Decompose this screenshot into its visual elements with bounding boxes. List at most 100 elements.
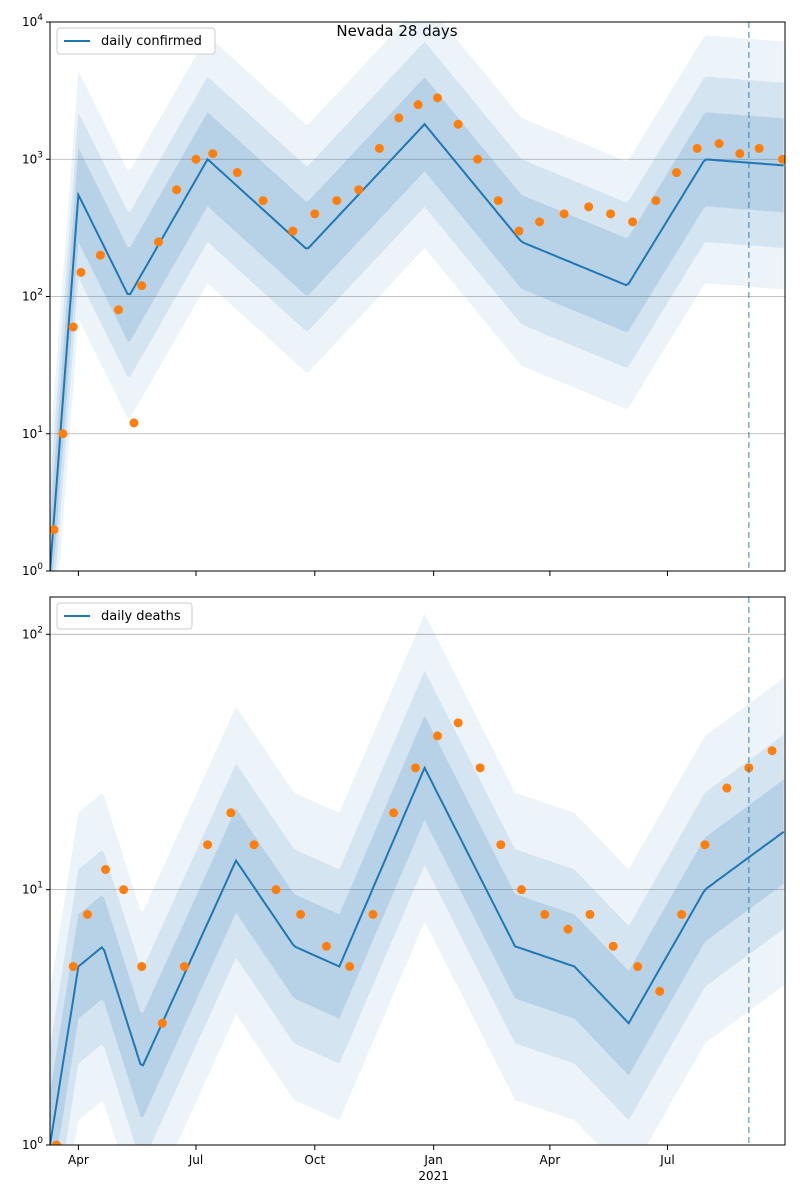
data-point bbox=[767, 746, 777, 756]
x-tick-label: Jan bbox=[423, 1153, 443, 1167]
figure-title: Nevada 28 days bbox=[336, 22, 457, 40]
data-point bbox=[453, 119, 463, 129]
data-point bbox=[411, 763, 421, 773]
data-point bbox=[413, 100, 423, 110]
data-point bbox=[101, 864, 111, 874]
data-point bbox=[191, 154, 201, 164]
data-point bbox=[606, 209, 616, 219]
uncertainty-band-2 bbox=[50, 670, 784, 1145]
axes-frame bbox=[49, 596, 786, 1146]
legend-label: daily deaths bbox=[101, 609, 181, 624]
plot-area bbox=[50, 22, 785, 571]
data-point bbox=[332, 196, 342, 206]
chart-panels: 100 101 102 103 104 daily confirmed 100 101 102 A… bbox=[22, 13, 786, 1183]
data-point bbox=[628, 217, 638, 227]
data-point bbox=[453, 718, 463, 728]
x-tick-label: Oct bbox=[304, 1153, 325, 1167]
data-point bbox=[172, 185, 182, 195]
uncertainty-band-1 bbox=[50, 22, 784, 571]
data-point bbox=[226, 808, 236, 818]
data-point bbox=[559, 209, 569, 219]
data-point bbox=[493, 196, 503, 206]
data-point bbox=[154, 237, 164, 247]
data-point bbox=[208, 149, 218, 159]
series-line bbox=[50, 122, 784, 571]
data-point bbox=[258, 196, 268, 206]
y-tick-label: 104 bbox=[22, 13, 43, 29]
data-point bbox=[129, 418, 139, 428]
data-point bbox=[651, 196, 661, 206]
series-line bbox=[50, 765, 785, 1145]
data-point bbox=[76, 267, 86, 277]
panel-1: 100 101 102 103 104 daily confirmed bbox=[22, 13, 786, 578]
legend-label: daily confirmed bbox=[101, 34, 202, 49]
plot-area bbox=[50, 597, 785, 1145]
y-tick-label: 101 bbox=[22, 425, 43, 441]
data-point bbox=[157, 1018, 167, 1028]
y-tick-label: 101 bbox=[22, 881, 43, 897]
data-point bbox=[700, 840, 710, 850]
data-point bbox=[722, 783, 732, 793]
data-point bbox=[433, 731, 443, 741]
data-point bbox=[296, 909, 306, 919]
data-point bbox=[516, 885, 526, 895]
legend-box bbox=[56, 602, 193, 630]
data-point bbox=[473, 154, 483, 164]
data-point bbox=[671, 168, 681, 178]
data-point bbox=[633, 962, 643, 972]
x-year-label: 2021 bbox=[418, 1169, 449, 1183]
data-point bbox=[232, 168, 242, 178]
data-point bbox=[535, 217, 545, 227]
data-point bbox=[394, 113, 404, 123]
data-point bbox=[179, 962, 189, 972]
data-point bbox=[714, 139, 724, 149]
data-point bbox=[249, 840, 259, 850]
data-point bbox=[50, 525, 59, 535]
y-tick-label: 103 bbox=[22, 150, 43, 166]
y-tick-label: 100 bbox=[22, 1136, 43, 1152]
data-point bbox=[68, 322, 78, 332]
data-point bbox=[82, 909, 92, 919]
data-point bbox=[514, 226, 524, 236]
legend: daily confirmed bbox=[56, 27, 216, 55]
uncertainty-band-3 bbox=[50, 77, 784, 571]
data-point bbox=[692, 143, 702, 153]
data-point bbox=[475, 763, 485, 773]
data-point bbox=[655, 986, 665, 996]
data-point bbox=[271, 885, 281, 895]
data-point bbox=[433, 93, 443, 103]
data-point bbox=[288, 226, 298, 236]
y-tick-label: 100 bbox=[22, 562, 43, 578]
data-point bbox=[368, 909, 378, 919]
uncertainty-band-1 bbox=[50, 614, 784, 1145]
data-point bbox=[321, 941, 331, 951]
data-point bbox=[51, 1140, 61, 1145]
data-point bbox=[754, 143, 764, 153]
data-point bbox=[496, 840, 506, 850]
data-point bbox=[203, 840, 213, 850]
x-tick-label: Apr bbox=[540, 1153, 561, 1167]
data-point bbox=[584, 202, 594, 212]
data-point bbox=[374, 143, 384, 153]
y-tick-label: 102 bbox=[22, 288, 43, 304]
data-point bbox=[119, 885, 129, 895]
data-point bbox=[310, 209, 320, 219]
x-tick-label: Apr bbox=[68, 1153, 89, 1167]
panel-2: 100 101 102 Apr Jul Oct Jan Apr Jul 2021 daily dea… bbox=[22, 596, 786, 1183]
legend-box bbox=[56, 27, 216, 55]
data-point bbox=[540, 909, 550, 919]
uncertainty-band-3 bbox=[50, 715, 784, 1145]
data-point bbox=[735, 149, 745, 159]
legend: daily deaths bbox=[56, 602, 193, 630]
x-tick-label: Jul bbox=[659, 1153, 674, 1167]
data-point bbox=[58, 429, 68, 439]
data-point bbox=[585, 909, 595, 919]
data-point bbox=[677, 909, 687, 919]
data-point bbox=[113, 305, 123, 315]
x-tick-label: Jul bbox=[188, 1153, 203, 1167]
data-point bbox=[608, 941, 618, 951]
data-point bbox=[563, 924, 573, 934]
data-point bbox=[354, 185, 364, 195]
